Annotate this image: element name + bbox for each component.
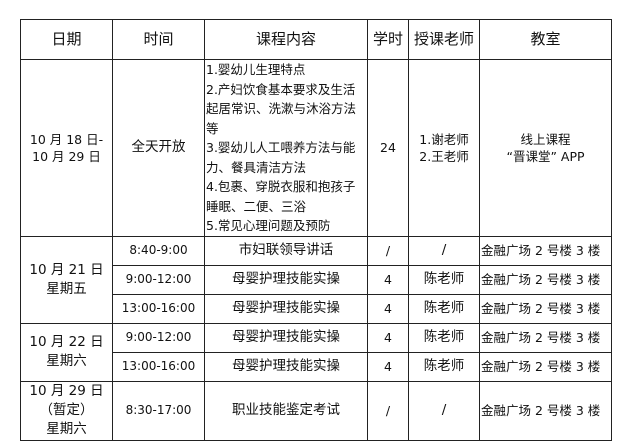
teacher-line: 2.王老师 <box>419 148 469 164</box>
date-line: 10 月 21 日 <box>29 261 104 278</box>
teacher-cell: 陈老师 <box>408 264 480 295</box>
header-content: 课程内容 <box>204 19 368 60</box>
content-cell: 母婴护理技能实操 <box>204 351 368 382</box>
table-row: 10 月 22 日星期六 9:00-12:00 母婴护理技能实操 4 陈老师 金融广场 2… <box>20 322 612 382</box>
header-row: 日期 时间 课程内容 学时 授课老师 教室 <box>20 19 612 60</box>
hours-cell: 4 <box>367 351 409 382</box>
date-line: 10 月 29 日 <box>32 148 101 164</box>
table-row: 13:00-16:00 母婴护理技能实操 4 陈老师 金融广场 2 号楼 3 楼 <box>21 351 612 382</box>
date-line: （暂定） <box>39 402 94 418</box>
teacher-cell: 陈老师 <box>408 322 480 353</box>
time-cell: 13:00-16:00 <box>112 293 205 324</box>
hours-cell: / <box>367 235 409 266</box>
table-row: 13:00-16:00 母婴护理技能实操 4 陈老师 金融广场 2 号楼 3 楼 <box>21 293 612 324</box>
schedule-table: 日期 时间 课程内容 学时 授课老师 教室 10 月 18 日- 10 月 29… <box>20 19 612 441</box>
room-cell: 线上课程 “晋课堂” APP <box>479 59 612 237</box>
time-cell: 8:40-9:00 <box>112 235 205 266</box>
content-cell: 母婴护理技能实操 <box>204 264 368 295</box>
room-line: “晋课堂” APP <box>506 148 585 164</box>
hours-cell: / <box>367 380 409 441</box>
room-cell: 金融广场 2 号楼 3 楼 <box>479 264 612 295</box>
room-cell: 金融广场 2 号楼 3 楼 <box>479 235 612 266</box>
date-line: 星期六 <box>46 353 87 369</box>
time-cell: 9:00-12:00 <box>112 264 205 295</box>
content-line: 2.产妇饮食基本要求及生活起居常识、洗漱与沐浴方法等 <box>206 81 357 136</box>
date-cell: 10 月 21 日星期五 <box>20 235 113 324</box>
content-cell: 母婴护理技能实操 <box>204 322 368 353</box>
table-row: 10 月 21 日星期五 8:40-9:00 市妇联领导讲话 / / 金融广场 2 号楼 … <box>20 235 612 324</box>
room-cell: 金融广场 2 号楼 3 楼 <box>479 322 612 353</box>
date-line: 10 月 18 日- <box>29 131 104 147</box>
date-line: 10 月 29 日 <box>29 383 104 399</box>
content-line: 3.婴幼儿人工喂养方法与能力、餐具清洁方法 <box>206 140 356 175</box>
header-date: 日期 <box>20 19 113 60</box>
teacher-cell: 陈老师 <box>408 351 480 382</box>
header-time: 时间 <box>112 19 205 60</box>
room-cell: 金融广场 2 号楼 3 楼 <box>479 293 612 324</box>
teacher-line: 1.谢老师 <box>419 131 469 147</box>
date-line: 星期五 <box>46 280 87 297</box>
teacher-cell: 陈老师 <box>408 293 480 324</box>
content-cell: 母婴护理技能实操 <box>204 293 368 324</box>
hours-cell: 4 <box>367 322 409 353</box>
date-cell: 10 月 18 日- 10 月 29 日 <box>20 59 113 237</box>
content-line: 5.常见心理问题及预防 <box>206 218 331 233</box>
table-row: 10 月 29 日（暂定） 星期六 8:30-17:00 职业技能鉴定考试 / / 金融广场… <box>20 380 612 441</box>
room-cell: 金融广场 2 号楼 3 楼 <box>479 380 612 441</box>
table-row: 9:00-12:00 母婴护理技能实操 4 陈老师 金融广场 2 号楼 3 楼 <box>21 264 612 295</box>
content-line: 1.婴幼儿生理特点 <box>206 62 306 77</box>
hours-cell: 4 <box>367 293 409 324</box>
time-cell: 8:30-17:00 <box>112 380 205 441</box>
teacher-cell: / <box>408 380 480 441</box>
header-room: 教室 <box>479 19 612 60</box>
teacher-cell: 1.谢老师 2.王老师 <box>408 59 480 237</box>
time-cell: 9:00-12:00 <box>112 322 205 353</box>
date-cell: 10 月 29 日 （暂定） 星期六 <box>20 380 113 441</box>
date-line: 10 月 22 日 <box>29 334 104 350</box>
table-row: 10 月 18 日- 10 月 29 日 全天开放 1.婴幼儿生理特点 2.产妇… <box>20 59 612 237</box>
header-hours: 学时 <box>367 19 409 60</box>
content-cell: 1.婴幼儿生理特点 2.产妇饮食基本要求及生活起居常识、洗漱与沐浴方法等 3.婴… <box>204 59 368 237</box>
header-teacher: 授课老师 <box>408 19 480 60</box>
hours-cell: 4 <box>367 264 409 295</box>
content-line: 4.包裹、穿脱衣服和抱孩子睡眠、二便、三浴 <box>206 179 356 214</box>
room-cell: 金融广场 2 号楼 3 楼 <box>479 351 612 382</box>
date-line: 星期六 <box>46 421 87 437</box>
content-cell: 市妇联领导讲话 <box>204 235 368 266</box>
teacher-cell: / <box>408 235 480 266</box>
time-cell: 13:00-16:00 <box>112 351 205 382</box>
content-cell: 职业技能鉴定考试 <box>204 380 368 441</box>
hours-cell: 24 <box>367 59 409 237</box>
date-cell: 10 月 22 日星期六 <box>20 322 113 382</box>
time-cell: 全天开放 <box>112 59 205 237</box>
room-line: 线上课程 <box>520 131 571 147</box>
